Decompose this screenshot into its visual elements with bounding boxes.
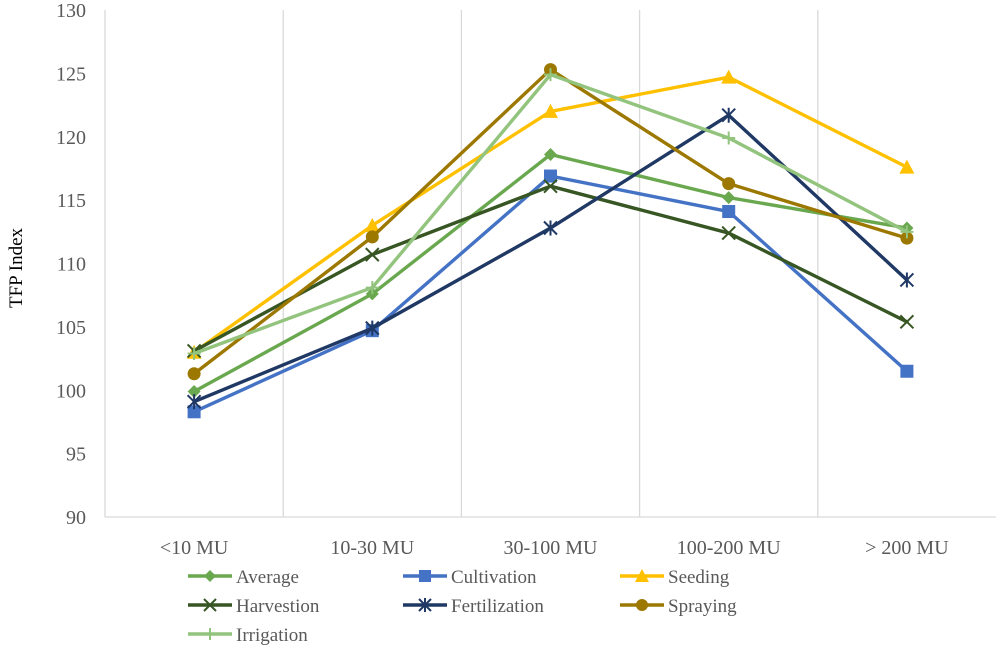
data-point-irrigation bbox=[900, 225, 914, 239]
data-point-fertilization bbox=[186, 394, 202, 410]
data-point-irrigation bbox=[722, 131, 736, 145]
data-point-irrigation bbox=[365, 281, 379, 295]
legend-label-seeding: Seeding bbox=[668, 567, 730, 588]
data-point-cultivation bbox=[544, 169, 557, 183]
series-line-seeding bbox=[192, 75, 909, 354]
data-point-irrigation bbox=[544, 68, 557, 82]
x-tick-label: 30-100 MU bbox=[504, 537, 598, 559]
legend-item-average: Average bbox=[188, 567, 299, 588]
legend: Average Cultivation Seeding Harvestion Ferti… bbox=[188, 567, 737, 646]
legend-label-irrigation: Irrigation bbox=[236, 625, 308, 646]
x-tick-label: 10-30 MU bbox=[330, 537, 414, 559]
series-harvestion bbox=[186, 178, 915, 359]
legend-item-fertilization: Fertilization bbox=[403, 596, 544, 617]
y-tick-label: 110 bbox=[57, 254, 86, 276]
legend-item-spraying: Spraying bbox=[620, 596, 737, 617]
data-point-average bbox=[187, 385, 201, 399]
y-tick-label: 100 bbox=[56, 380, 86, 402]
data-point-harvestion bbox=[899, 314, 915, 330]
data-point-average bbox=[544, 147, 557, 161]
y-tick-label: 120 bbox=[56, 127, 86, 149]
legend-label-fertilization: Fertilization bbox=[451, 596, 544, 617]
legend-item-cultivation: Cultivation bbox=[403, 567, 537, 588]
data-point-harvestion bbox=[721, 225, 736, 241]
data-point-spraying bbox=[722, 177, 736, 191]
y-axis-ticks: 90 95 100 105 110 115 120 125 130 bbox=[56, 0, 86, 529]
y-tick-label: 105 bbox=[56, 317, 86, 339]
data-point-cultivation bbox=[187, 405, 201, 419]
data-point-harvestion bbox=[543, 178, 558, 194]
data-point-seeding bbox=[899, 159, 915, 174]
series-group bbox=[186, 63, 915, 419]
legend-label-harvestion: Harvestion bbox=[236, 596, 320, 617]
legend-item-irrigation: Irrigation bbox=[188, 625, 308, 646]
data-point-fertilization bbox=[899, 272, 915, 288]
legend-swatch-harvestion bbox=[188, 598, 232, 612]
vertical-gridlines bbox=[104, 10, 996, 518]
data-point-spraying bbox=[187, 367, 201, 381]
x-tick-label: <10 MU bbox=[160, 537, 229, 559]
legend-swatch-irrigation bbox=[188, 628, 232, 640]
legend-label-average: Average bbox=[236, 567, 299, 588]
data-point-fertilization bbox=[543, 220, 558, 236]
y-tick-label: 125 bbox=[56, 63, 86, 85]
legend-label-spraying: Spraying bbox=[668, 596, 737, 617]
data-point-cultivation bbox=[900, 364, 914, 378]
y-tick-label: 95 bbox=[66, 444, 86, 466]
series-irrigation bbox=[187, 68, 914, 360]
legend-swatch-spraying bbox=[620, 599, 664, 611]
legend-swatch-seeding bbox=[620, 569, 664, 582]
legend-item-harvestion: Harvestion bbox=[188, 596, 320, 617]
y-tick-label: 130 bbox=[56, 0, 86, 22]
data-point-cultivation bbox=[722, 205, 736, 219]
data-point-fertilization bbox=[365, 320, 380, 336]
x-axis-ticks: <10 MU 10-30 MU 30-100 MU 100-200 MU > 200 M… bbox=[160, 537, 949, 559]
legend-item-seeding: Seeding bbox=[620, 567, 730, 588]
y-axis-title: TFP Index bbox=[6, 227, 27, 308]
legend-swatch-cultivation bbox=[403, 570, 447, 582]
data-point-average bbox=[722, 191, 736, 205]
data-point-fertilization bbox=[721, 107, 736, 123]
x-tick-label: > 200 MU bbox=[865, 537, 949, 559]
y-tick-label: 90 bbox=[66, 507, 86, 529]
data-point-seeding bbox=[721, 69, 737, 84]
data-point-spraying bbox=[365, 230, 379, 244]
data-point-irrigation bbox=[187, 346, 201, 360]
legend-swatch-average bbox=[188, 570, 232, 582]
data-point-seeding bbox=[364, 217, 380, 232]
y-tick-label: 115 bbox=[57, 190, 86, 212]
data-point-harvestion bbox=[365, 247, 380, 262]
data-point-seeding bbox=[543, 103, 558, 118]
x-tick-label: 100-200 MU bbox=[677, 537, 781, 559]
legend-swatch-fertilization bbox=[403, 598, 447, 612]
legend-label-cultivation: Cultivation bbox=[451, 567, 537, 588]
